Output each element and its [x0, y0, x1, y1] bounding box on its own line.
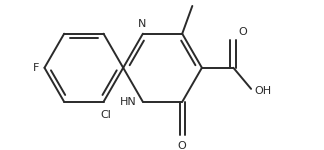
Text: O: O [239, 27, 248, 37]
Text: Cl: Cl [100, 110, 111, 120]
Text: O: O [178, 141, 187, 150]
Text: F: F [33, 63, 39, 73]
Text: N: N [138, 19, 146, 29]
Text: HN: HN [120, 97, 136, 107]
Text: OH: OH [254, 86, 272, 96]
